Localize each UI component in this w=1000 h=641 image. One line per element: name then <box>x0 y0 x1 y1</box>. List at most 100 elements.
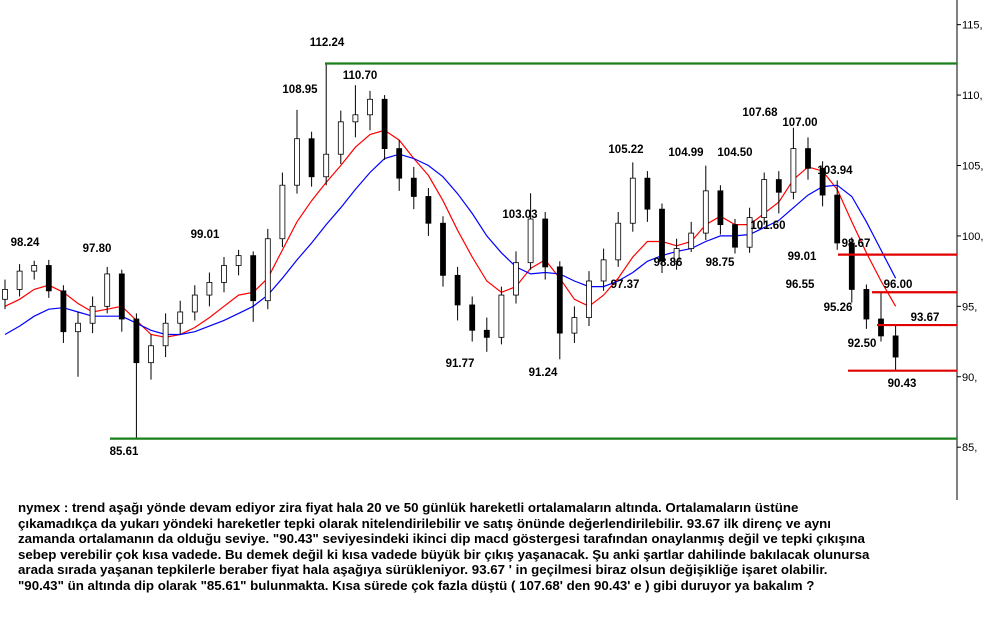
candle-body <box>148 345 154 364</box>
price-annotation: 98.24 <box>11 237 40 249</box>
description-line: zamanda ortalamanın da olduğu seviye. "9… <box>18 531 865 547</box>
candle-body <box>732 224 738 248</box>
y-tick-label: 105, <box>962 160 983 172</box>
price-annotation: 95.26 <box>824 302 853 314</box>
y-tick-label: 100, <box>962 231 983 243</box>
candle-body <box>323 153 330 178</box>
price-annotation: 105.22 <box>608 144 643 156</box>
candle-body <box>2 289 8 300</box>
candle-body <box>513 262 519 296</box>
price-annotation: 98.86 <box>654 257 683 269</box>
price-annotation: 110.70 <box>343 70 378 82</box>
candle-body <box>878 318 884 337</box>
candle-body <box>206 281 213 296</box>
candle-body <box>308 138 315 178</box>
candle-body <box>688 232 695 249</box>
candle-body <box>498 294 505 338</box>
candle-body <box>104 273 111 307</box>
price-annotation: 92.50 <box>848 338 877 350</box>
price-annotation: 107.68 <box>742 107 778 119</box>
price-annotation: 112.24 <box>310 37 345 49</box>
candle-body <box>629 177 636 224</box>
price-annotation: 104.50 <box>717 147 752 159</box>
description-line: nymex : trend aşağı yönde devam ediyor z… <box>18 500 799 515</box>
candle-body <box>746 217 753 248</box>
candle-body <box>805 148 811 169</box>
candle-body <box>337 121 344 155</box>
candle-body <box>191 294 198 313</box>
candle-body <box>556 266 563 334</box>
y-tick-label: 95, <box>962 301 977 313</box>
candle-body <box>45 265 52 292</box>
y-tick-label: 110, <box>962 90 983 102</box>
candle-body <box>454 274 461 306</box>
candle-body <box>162 322 169 347</box>
price-annotation: 107.00 <box>782 117 817 129</box>
description: nymex : trend aşağı yönde devam ediyor z… <box>18 500 993 594</box>
candle-body <box>673 248 680 262</box>
price-annotation: 96.55 <box>786 279 815 291</box>
candle-body <box>819 167 826 196</box>
candle-body <box>717 190 724 226</box>
description-line: arada sırada yaşanan tepkilerle beraber … <box>18 562 828 578</box>
candle-body <box>571 317 578 334</box>
candle-body <box>440 222 446 276</box>
candle-body <box>60 290 67 333</box>
price-annotation: 85.61 <box>110 446 139 458</box>
candle-body <box>396 148 403 179</box>
candle-body <box>615 222 622 261</box>
candle-body <box>294 138 300 186</box>
candle-body <box>469 304 476 331</box>
moving-average-line <box>4 129 897 338</box>
price-annotation: 103.94 <box>817 165 853 177</box>
candle-body <box>250 255 257 302</box>
candle-body <box>775 179 782 193</box>
price-annotation: 99.01 <box>191 229 220 241</box>
candle-body <box>863 289 870 320</box>
candle-body <box>177 311 184 324</box>
price-annotation: 99.01 <box>788 251 817 263</box>
candle-body <box>892 335 899 358</box>
candle-body <box>600 259 607 282</box>
price-annotation: 96.00 <box>884 279 913 291</box>
description-line: "90.43" ün altında dip olarak "85.61" bu… <box>18 577 815 593</box>
price-annotation: 108.95 <box>282 84 318 96</box>
price-annotation: 91.24 <box>529 367 558 379</box>
candle-body <box>118 273 125 320</box>
candle-body <box>221 265 227 283</box>
y-tick-label: 90, <box>962 372 977 384</box>
price-annotation: 97.37 <box>611 279 640 291</box>
candle-body <box>381 98 388 149</box>
description-line: sebep verebilir çok kısa vadede. Bu deme… <box>18 546 870 562</box>
candle-body <box>644 177 651 210</box>
candle-body <box>848 242 855 290</box>
candle-body <box>264 238 271 302</box>
price-annotation: 98.75 <box>706 257 735 269</box>
price-annotation: 101.60 <box>750 220 785 232</box>
candle-body <box>834 194 841 244</box>
candle-body <box>761 179 768 219</box>
candle-body <box>586 280 592 319</box>
candle-body <box>279 184 286 240</box>
price-annotation: 98.67 <box>842 238 871 250</box>
candle-body <box>659 208 665 262</box>
candle-body <box>31 265 38 272</box>
y-tick-label: 115, <box>962 20 983 32</box>
candle-body <box>235 255 242 266</box>
price-annotation: 93.67 <box>911 312 940 324</box>
price-annotation: 90.43 <box>888 378 917 390</box>
price-annotation: 103.03 <box>502 209 537 221</box>
candle-body <box>75 322 81 333</box>
candle-body <box>527 218 534 264</box>
chart: 115, 110, 105, 100, 95, 90, 85, 112.24 110.70 108… <box>2 0 983 500</box>
candle-body <box>367 98 373 116</box>
candle-body <box>89 305 96 324</box>
candle-body <box>133 318 140 364</box>
price-annotation: 104.99 <box>668 147 703 159</box>
candle-body <box>483 329 490 338</box>
candle-body <box>16 270 23 290</box>
description-line: çıkamadıkça da yukarı yöndeki hareketler… <box>18 515 831 531</box>
candle-body <box>790 148 797 193</box>
price-annotation: 97.80 <box>83 243 112 255</box>
